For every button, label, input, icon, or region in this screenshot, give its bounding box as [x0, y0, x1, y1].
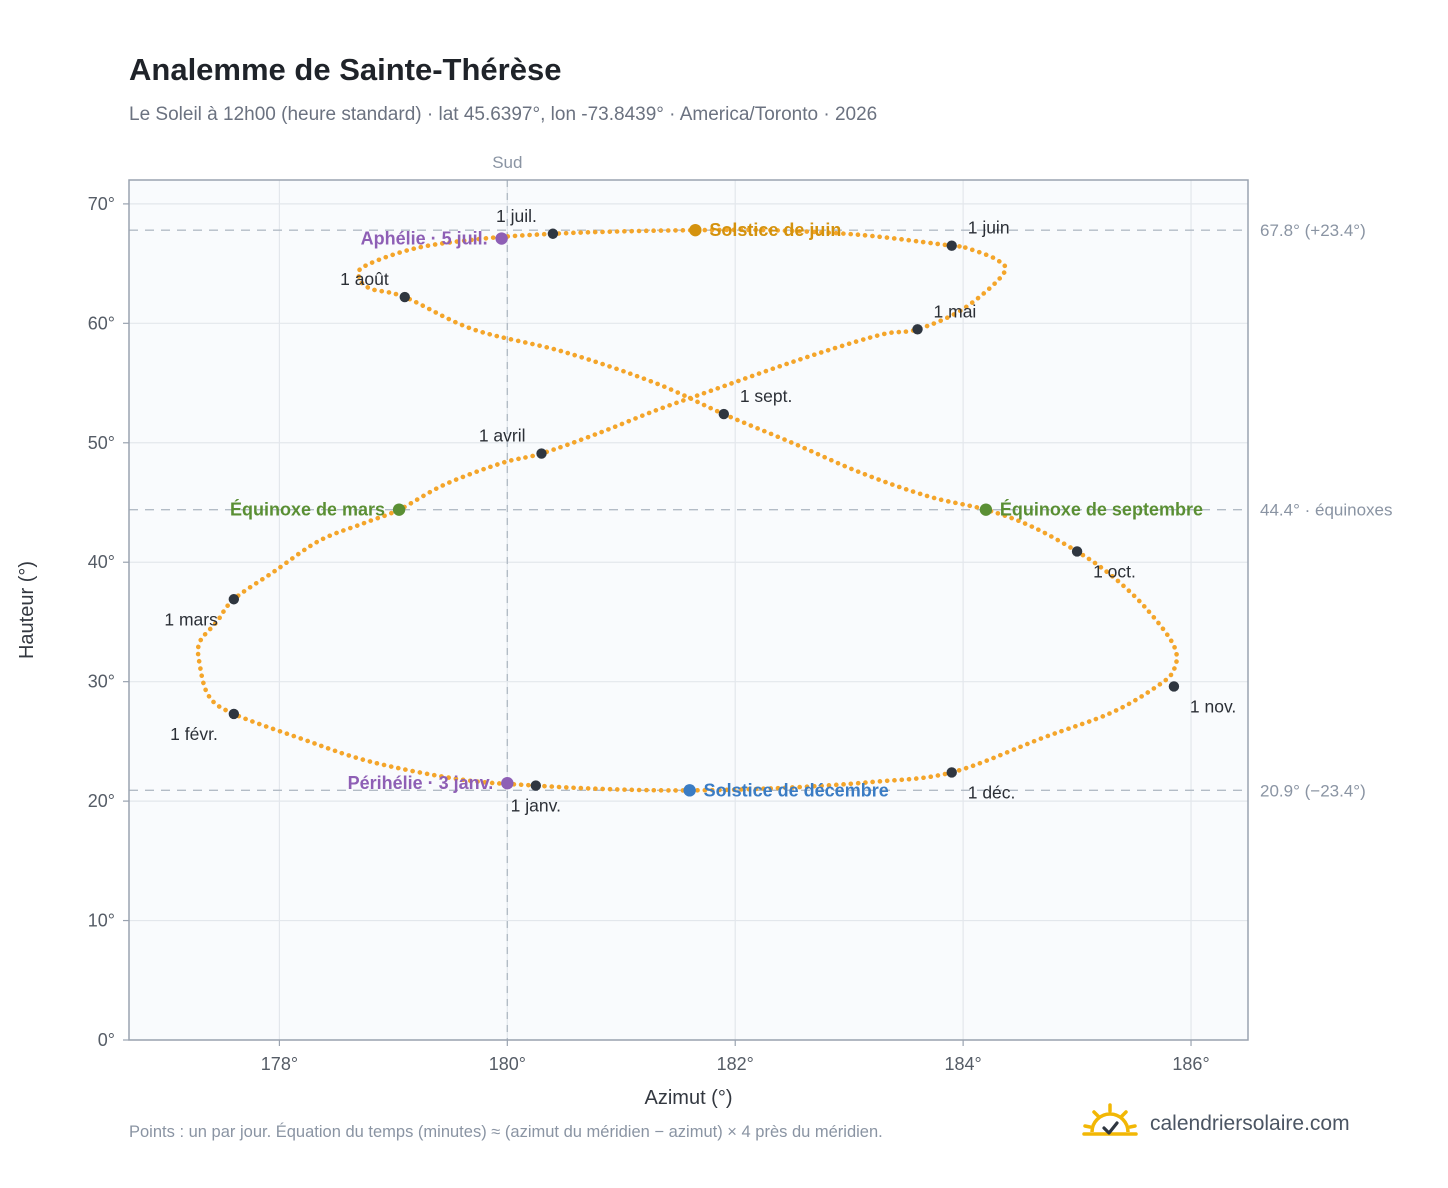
month-marker-label: 1 juil.	[496, 206, 537, 226]
month-marker	[530, 780, 542, 791]
month-marker-label: 1 oct.	[1093, 561, 1136, 581]
event-marker	[495, 232, 508, 245]
event-marker	[392, 503, 406, 516]
month-marker-label: 1 janv.	[511, 796, 561, 816]
x-tick-label: 178°	[261, 1054, 298, 1074]
month-marker	[536, 448, 547, 459]
event-label: Équinoxe de septembre	[1000, 499, 1203, 520]
event-marker	[689, 223, 702, 237]
x-tick-label: 180°	[489, 1054, 526, 1074]
event-label: Solstice de juin	[709, 220, 841, 240]
x-tick-label: 184°	[945, 1054, 982, 1074]
month-marker	[1071, 546, 1083, 557]
month-marker-label: 1 sept.	[740, 386, 793, 406]
y-tick-label: 30°	[88, 672, 115, 692]
event-label: Solstice de décembre	[704, 780, 889, 800]
month-marker	[399, 291, 410, 303]
meridian-label: Sud	[492, 153, 522, 172]
axes: 178° 180° 182° 184° 186° 0° 10° 20° 30° 40° 50° 60°…	[16, 194, 1210, 1109]
brand[interactable]: calendriersolaire.com	[1082, 1102, 1350, 1146]
reference-line-label: 67.8° (+23.4°)	[1260, 221, 1366, 240]
footnote: Points : un par jour. Équation du temps …	[129, 1123, 883, 1141]
month-marker-label: 1 juin	[968, 218, 1010, 238]
reference-lines: Sud 67.8° (+23.4°) 44.4° · équinoxes 20.9° …	[129, 153, 1393, 1040]
event-marker	[979, 503, 993, 516]
plot-area	[129, 180, 1248, 1040]
brand-name: calendriersolaire.com	[1150, 1112, 1350, 1135]
month-marker-label: 1 avril	[479, 426, 526, 446]
chart-subtitle: Le Soleil à 12h00 (heure standard) · lat…	[129, 104, 878, 125]
y-tick-label: 0°	[98, 1030, 115, 1050]
month-marker-label: 1 févr.	[170, 724, 218, 744]
month-marker-label: 1 mars	[164, 609, 218, 629]
event-marker	[501, 776, 514, 790]
y-tick-label: 10°	[88, 911, 115, 931]
reference-line-label: 20.9° (−23.4°)	[1260, 781, 1366, 800]
month-marker	[228, 594, 240, 605]
x-tick-label: 182°	[717, 1054, 754, 1074]
analemma-curve	[195, 227, 1180, 793]
x-axis-title: Azimut (°)	[645, 1087, 733, 1109]
month-marker-label: 1 déc.	[968, 782, 1016, 802]
month-marker	[946, 767, 957, 778]
sun-check-icon	[1082, 1103, 1138, 1136]
month-marker	[912, 324, 923, 335]
y-tick-label: 40°	[88, 552, 115, 572]
chart-title: Analemme de Sainte-Thérèse	[129, 52, 562, 87]
y-axis-title: Hauteur (°)	[16, 561, 38, 659]
month-marker-label: 1 mai	[934, 301, 977, 321]
month-marker	[547, 228, 559, 239]
month-marker	[1168, 681, 1180, 692]
event-label: Équinoxe de mars	[230, 499, 385, 520]
month-markers: 1 janv. 1 févr. 1 mars 1 avril 1 mai 1 juin 1 …	[164, 206, 1236, 816]
y-tick-label: 60°	[88, 313, 115, 333]
month-marker	[946, 240, 957, 251]
y-tick-label: 20°	[88, 791, 115, 811]
event-label: Périhélie · 3 janv.	[348, 773, 494, 793]
event-marker	[683, 784, 696, 797]
reference-line-label: 44.4° · équinoxes	[1260, 501, 1393, 520]
y-tick-label: 50°	[88, 433, 115, 453]
event-label: Aphélie · 5 juil.	[361, 229, 488, 249]
month-marker-label: 1 nov.	[1190, 696, 1236, 716]
month-marker	[228, 708, 240, 720]
x-tick-label: 186°	[1172, 1054, 1209, 1074]
analemma-daily-points	[195, 227, 1180, 793]
event-markers: Solstice de juin Aphélie · 5 juil. Équinox…	[230, 220, 1203, 800]
y-tick-label: 70°	[88, 194, 115, 214]
month-marker	[718, 408, 730, 420]
plot-frame	[128, 179, 1249, 1041]
month-marker-label: 1 août	[340, 269, 389, 289]
